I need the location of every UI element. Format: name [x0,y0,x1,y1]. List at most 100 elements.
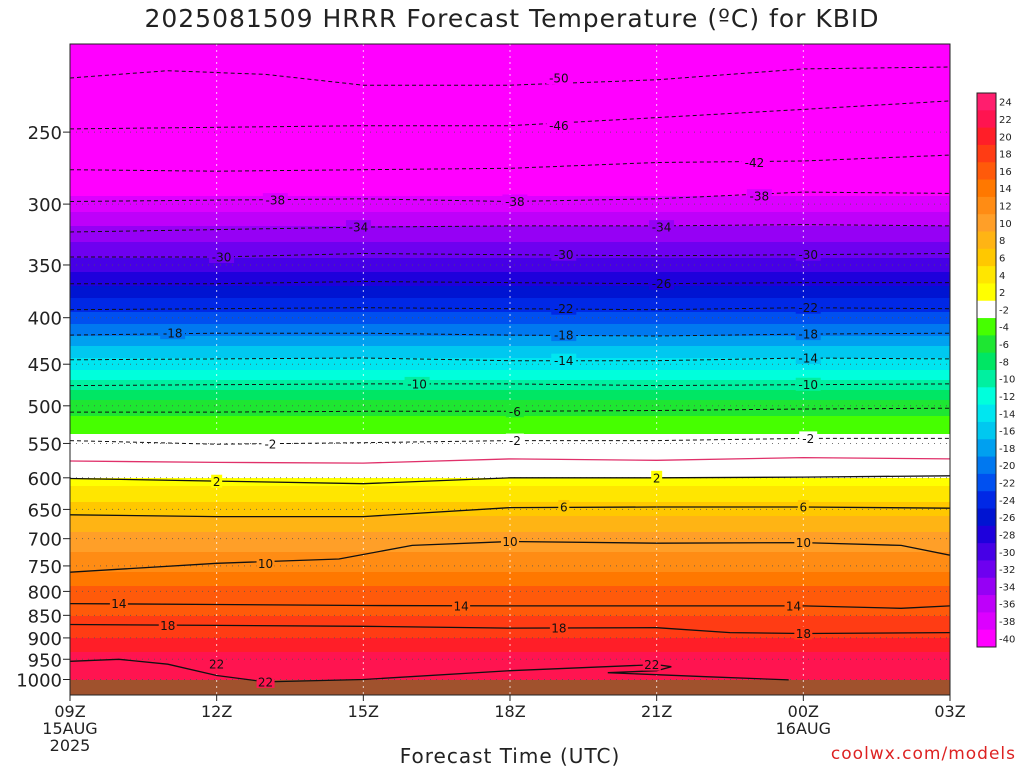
contour-label: -18 [798,328,818,342]
temperature-band [70,322,950,325]
temperature-band [70,210,950,213]
colorbar-label: -28 [999,530,1015,541]
temperature-band [70,360,950,363]
contour-label-bg [546,71,572,85]
temperature-band [70,96,950,99]
temperature-band [70,664,950,667]
temperature-band [70,528,950,531]
colorbar-label: 8 [999,236,1005,247]
temperature-band [70,124,950,127]
colorbar-swatch [977,577,996,596]
contour-label: -34 [349,221,369,235]
contour-label-bg [799,431,818,445]
colorbar-swatch [977,543,996,561]
contour-label-bg [642,657,661,671]
temperature-band [70,654,950,657]
temperature-band [70,598,950,601]
y-tick-label: 350 [28,256,62,277]
temperature-band [70,588,950,591]
contour-label-bg [160,326,186,340]
temperature-band [70,262,950,265]
contour-label-bg [209,249,235,263]
temperature-band [70,622,950,625]
contour-label: 18 [160,619,175,633]
temperature-band [70,480,950,483]
temperature-band [70,54,950,57]
temperature-band [70,580,950,583]
temperature-band [70,274,950,277]
contour-label: 18 [796,627,811,641]
contour-label: -18 [554,329,574,343]
temperature-band [70,76,950,79]
temperature-band [70,222,950,225]
temperature-band [70,484,950,487]
contour-label-bg [551,353,577,367]
temperature-band [70,166,950,169]
temperature-band [70,270,950,273]
temperature-band [70,388,950,391]
colorbar-swatch [977,93,996,111]
contour-label-bg [345,220,371,234]
contour-label-bg [505,433,524,447]
temperature-band [70,304,950,307]
x-tick-label: 16AUG [776,719,831,738]
temperature-band [70,126,950,129]
temperature-band [70,678,950,681]
temperature-band [70,136,950,139]
temperature-band [70,240,950,243]
colorbar-swatch [977,335,996,354]
colorbar-label: -26 [999,513,1015,524]
temperature-band [70,118,950,121]
temperature-band [70,370,950,373]
temperature-band [70,88,950,91]
temperature-band [70,390,950,393]
temperature-band [70,94,950,97]
contour-label-bg [262,193,288,207]
colorbar-label: -24 [999,496,1015,507]
x-tick-label: 03Z [934,702,965,721]
contour-label: -2 [509,434,521,448]
temperature-band [70,586,950,589]
temperature-band [70,78,950,81]
temperature-band [70,246,950,249]
colorbar-label: -8 [999,357,1009,368]
contour-label: -26 [652,277,672,291]
contour-label: -6 [509,405,521,419]
temperature-band [70,282,950,285]
temperature-band [70,526,950,529]
contour-label-bg [784,598,803,612]
contour-label: 22 [644,658,659,672]
contour-label: -10 [407,377,427,391]
contour-label-bg [256,556,275,570]
temperature-band [70,330,950,333]
x-axis-label: Forecast Time (UTC) [399,744,621,768]
contour-label-bg [551,328,577,342]
temperature-band [70,258,950,261]
temperature-band [70,394,950,397]
temperature-band [70,216,950,219]
temperature-band [70,232,950,235]
colorbar-swatch [977,352,996,371]
y-tick-label: 700 [28,530,62,551]
temperature-band [70,402,950,405]
temperature-band [70,600,950,603]
temperature-band [70,190,950,193]
contour-label-bg [795,377,821,391]
contour-label: -14 [554,354,574,368]
y-tick-label: 850 [28,606,62,627]
temperature-band [70,426,950,429]
colorbar-label: -4 [999,323,1009,334]
contour-label: 18 [551,622,566,636]
temperature-band [70,286,950,289]
temperature-band [70,460,950,463]
temperature-band [70,298,950,301]
temperature-band [70,72,950,75]
colorbar-swatch [977,629,996,648]
temperature-band [70,552,950,555]
temperature-band [70,376,950,379]
colorbar-label: 18 [999,150,1012,161]
temperature-band [70,634,950,637]
temperature-band [70,504,950,507]
